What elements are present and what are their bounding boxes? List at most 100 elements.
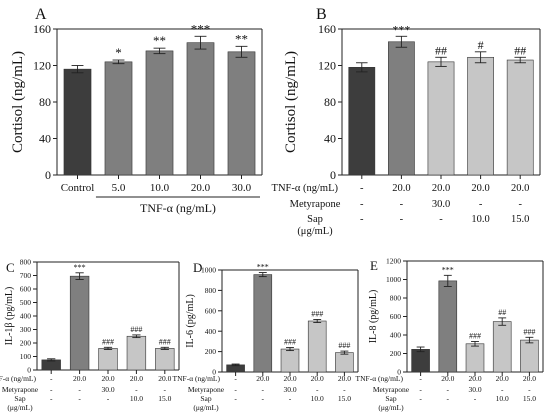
condition-value: 30.0 — [101, 385, 114, 394]
condition-value: - — [419, 394, 422, 403]
significance-mark: ### — [469, 331, 481, 340]
condition-value: - — [107, 394, 110, 403]
condition-value: - — [234, 394, 237, 403]
significance-mark: ### — [523, 327, 535, 336]
condition-label: Metyrapone — [2, 385, 39, 394]
y-tick-label: 1200 — [386, 257, 401, 266]
condition-value: - — [447, 394, 450, 403]
condition-value: - — [135, 385, 138, 394]
significance-mark: ### — [284, 338, 296, 347]
condition-label: Sap — [200, 394, 212, 403]
condition-value: 20.0 — [471, 183, 489, 194]
condition-value: 15.0 — [158, 394, 171, 403]
y-axis-label: Cortisol (ng/mL) — [10, 51, 26, 153]
condition-value: - — [50, 374, 53, 383]
condition-value: 30.0 — [432, 199, 450, 210]
y-tick-label: 120 — [318, 59, 336, 73]
condition-value: 20.0 — [511, 183, 529, 194]
condition-label: TNF-α (ng/mL) — [0, 374, 36, 383]
y-axis-label: IL-6 (pg/mL) — [185, 294, 196, 348]
y-tick-label: 600 — [390, 312, 402, 321]
condition-value: 20.0 — [496, 374, 509, 383]
bar — [467, 56, 494, 176]
significance-mark: ## — [514, 43, 526, 57]
condition-value: 30.0 — [468, 385, 481, 394]
condition-value: 15.0 — [523, 394, 536, 403]
condition-value: 30.0 — [283, 385, 296, 394]
significance-mark: ### — [159, 337, 171, 346]
condition-value: 15.0 — [511, 214, 529, 225]
y-tick-label: 500 — [20, 298, 32, 307]
bar — [104, 61, 133, 176]
condition-value: - — [262, 394, 265, 403]
condition-value: 10.0 — [471, 214, 489, 225]
condition-value: - — [447, 385, 450, 394]
condition-value: 15.0 — [338, 394, 351, 403]
panel-letter: E — [370, 258, 378, 273]
y-tick-label: 1000 — [201, 266, 216, 275]
y-tick-label: 800 — [390, 294, 402, 303]
condition-label: Metyrapone — [188, 385, 225, 394]
condition-value: 20.0 — [468, 374, 481, 383]
bar — [492, 321, 512, 373]
y-axis-label: IL-1β (pg/mL) — [4, 287, 15, 346]
significance-mark: ### — [102, 337, 114, 346]
y-tick-label: 700 — [20, 271, 32, 280]
panel-letter: C — [6, 260, 15, 275]
y-axis-label: IL-8 (pg/mL) — [368, 290, 379, 344]
condition-value: - — [474, 394, 477, 403]
bar — [253, 274, 273, 373]
y-tick-label: 160 — [33, 22, 51, 36]
x-tick-label: 30.0 — [232, 182, 252, 194]
significance-mark: ** — [153, 33, 166, 48]
y-tick-label: 0 — [212, 368, 216, 377]
bar — [348, 67, 376, 176]
condition-value: - — [360, 199, 364, 210]
y-tick-label: 40 — [39, 132, 51, 146]
y-tick-label: 120 — [33, 59, 51, 73]
y-tick-label: 80 — [39, 95, 51, 109]
x-tick-label: 20.0 — [191, 182, 211, 194]
condition-value: - — [262, 385, 265, 394]
bar — [186, 42, 215, 176]
y-tick-label: 0 — [27, 366, 31, 375]
condition-value: 20.0 — [523, 374, 536, 383]
condition-value: - — [234, 385, 237, 394]
condition-value: - — [528, 385, 531, 394]
panel-d: D 0 200 400 600 800 1000 IL-6 (pg/mL) *** ### ### #… — [173, 260, 359, 412]
significance-mark: ## — [498, 308, 506, 317]
condition-value: 20.0 — [441, 374, 454, 383]
condition-value: 10.0 — [130, 394, 143, 403]
condition-value: - — [78, 385, 81, 394]
significance-mark: ### — [338, 341, 350, 350]
condition-label-unit: (μg/mL) — [297, 226, 333, 237]
significance-mark: ## — [435, 43, 447, 57]
condition-value: 20.0 — [432, 183, 450, 194]
bar — [63, 68, 92, 176]
condition-value: 20.0 — [338, 374, 351, 383]
significance-mark: *** — [442, 265, 454, 274]
significance-mark: ### — [311, 309, 323, 318]
bar — [307, 320, 327, 373]
condition-value: - — [360, 183, 364, 194]
condition-value: 10.0 — [311, 394, 324, 403]
panel-letter: D — [193, 260, 202, 275]
significance-mark: ** — [235, 31, 248, 46]
y-tick-label: 800 — [20, 258, 32, 267]
y-tick-label: 800 — [205, 286, 217, 295]
y-axis-label: Cortisol (ng/mL) — [283, 51, 299, 153]
condition-value: - — [316, 385, 319, 394]
y-tick-label: 160 — [318, 22, 336, 36]
condition-label: Metyrapone — [290, 199, 341, 210]
condition-value: - — [50, 394, 53, 403]
x-tick-label: 10.0 — [150, 182, 170, 194]
significance-mark: ### — [130, 325, 142, 334]
y-tick-label: 600 — [20, 285, 32, 294]
condition-value: - — [501, 385, 504, 394]
y-tick-label: 200 — [20, 339, 32, 348]
y-tick-label: 200 — [205, 347, 217, 356]
condition-value: 20.0 — [311, 374, 324, 383]
condition-value: - — [234, 374, 237, 383]
